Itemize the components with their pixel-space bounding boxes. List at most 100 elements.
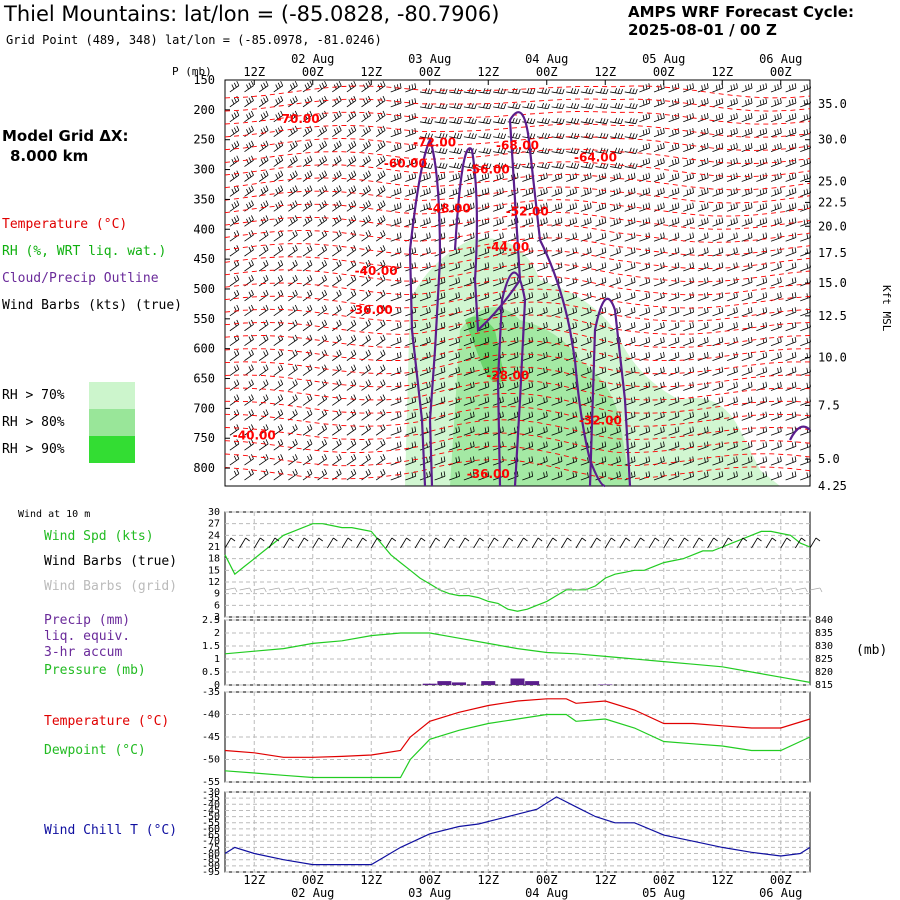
wind-barb-flag xyxy=(541,102,544,108)
wind-barb-flag xyxy=(518,103,521,109)
wind-barb xyxy=(668,162,680,167)
wind-barb xyxy=(405,401,416,406)
wind-barb-flag xyxy=(445,148,448,154)
wind-barb xyxy=(346,413,357,421)
windchill-line xyxy=(224,796,811,866)
wind-barb-flag xyxy=(365,396,369,401)
wind-barb-flag xyxy=(672,204,674,210)
wind-barb-flag xyxy=(443,411,446,417)
wind-barb-flag xyxy=(377,114,381,120)
wind-barb-flag xyxy=(338,439,342,445)
wind-barb-flag xyxy=(598,204,601,210)
wind-barb-flag xyxy=(233,470,237,476)
wind-barb-flag xyxy=(543,293,545,299)
wind-barb xyxy=(229,428,240,436)
wind-barb-flag xyxy=(348,218,352,224)
wind-barb-flag xyxy=(794,247,797,253)
wind-barb xyxy=(390,401,402,406)
wind-barb xyxy=(288,100,298,108)
height-tick-label: 12.5 xyxy=(818,309,847,323)
wind-barb-flag xyxy=(750,232,753,238)
wind-barb-flag xyxy=(499,397,502,403)
wind-barb xyxy=(463,237,475,242)
wind-barb xyxy=(595,266,606,272)
wind-barb-flag xyxy=(747,128,750,135)
wind-barb-flag xyxy=(277,306,281,312)
wind-barb-flag xyxy=(547,163,550,169)
wind-barb-flag xyxy=(715,219,718,225)
wind-barb xyxy=(390,311,402,317)
wind-barb-flag xyxy=(289,188,293,194)
wind-barb xyxy=(726,87,738,93)
wind-barb-flag xyxy=(619,471,621,477)
wind-barb xyxy=(624,281,636,287)
wind-barb-flag xyxy=(529,133,533,139)
wind-barb-flag xyxy=(721,307,724,313)
wind-barb-flag xyxy=(575,322,577,328)
wind-barb xyxy=(653,117,665,123)
wind-barb-flag xyxy=(472,366,475,372)
wind-barb-flag xyxy=(633,172,636,178)
bottom-hour-label: 00Z xyxy=(770,873,792,887)
wind-barb xyxy=(624,460,636,466)
wind-barb xyxy=(697,147,709,153)
value-tick-label: -75 xyxy=(202,842,220,853)
wind-barb-flag xyxy=(633,322,636,328)
wind-barb-flag xyxy=(619,396,621,402)
wind-barb-flag xyxy=(794,83,797,89)
wind-barb-flag xyxy=(380,172,384,178)
wind-barb-flag xyxy=(604,441,607,447)
wind-barb-flag xyxy=(399,322,402,328)
wind-barb-flag xyxy=(396,308,399,314)
wind-barb-flag xyxy=(336,276,340,282)
wind-barb xyxy=(683,87,694,93)
wind-barb xyxy=(463,296,475,302)
wind-barb-flag xyxy=(614,117,618,123)
wind-barb-flag xyxy=(806,337,809,344)
wind-barb-flag xyxy=(777,248,779,254)
wind-barb xyxy=(683,431,694,436)
wind-barb-flag xyxy=(718,442,721,448)
wind-barb-flag xyxy=(747,323,750,329)
wind-barb-flag xyxy=(791,84,794,90)
wind-barb xyxy=(726,207,738,212)
temperature-contour xyxy=(224,186,811,204)
top-hour-label: 00Z xyxy=(536,65,558,79)
wind-barb xyxy=(346,145,357,152)
wind-barb xyxy=(663,587,674,591)
wind-barb-flag xyxy=(777,99,779,105)
wind-barb-flag xyxy=(765,232,768,238)
wind-barb-flag xyxy=(645,367,648,373)
wind-barb-flag xyxy=(443,277,446,283)
wind-barb-flag xyxy=(497,162,501,168)
height-axis-title: Kft MSL xyxy=(880,285,893,332)
wind-barb xyxy=(405,162,416,167)
pressure-tick-label: 200 xyxy=(193,103,215,117)
wind-barb-flag xyxy=(777,397,779,403)
wind-barb-flag xyxy=(251,424,254,430)
wind-barb xyxy=(332,100,342,108)
pressure-tick-label: 450 xyxy=(193,252,215,266)
wind-barb-flag xyxy=(429,351,431,357)
wind-barb-flag xyxy=(645,293,648,299)
wind-barb-flag xyxy=(543,382,545,388)
height-tick-label: 4.25 xyxy=(818,479,847,493)
wind-barb-flag xyxy=(540,204,543,210)
wind-barb-flag xyxy=(632,118,635,124)
wind-barb-flag xyxy=(777,218,779,224)
wind-barb-flag xyxy=(669,537,674,542)
wind-barb xyxy=(609,401,621,406)
wind-barb-flag xyxy=(560,426,563,432)
wind-barb-flag xyxy=(571,587,574,593)
wind-barb-flag xyxy=(806,233,809,239)
wind-barb xyxy=(800,341,811,347)
wind-barb-flag xyxy=(277,157,281,163)
wind-barb xyxy=(463,371,475,376)
wind-barb-flag xyxy=(309,125,313,131)
wind-barb-flag xyxy=(353,304,357,310)
wind-barb-flag xyxy=(502,336,504,342)
wind-barb-flag xyxy=(601,323,604,329)
wind-barb xyxy=(726,162,738,167)
wind-barb-flag xyxy=(336,127,340,133)
wind-barb xyxy=(741,147,753,153)
